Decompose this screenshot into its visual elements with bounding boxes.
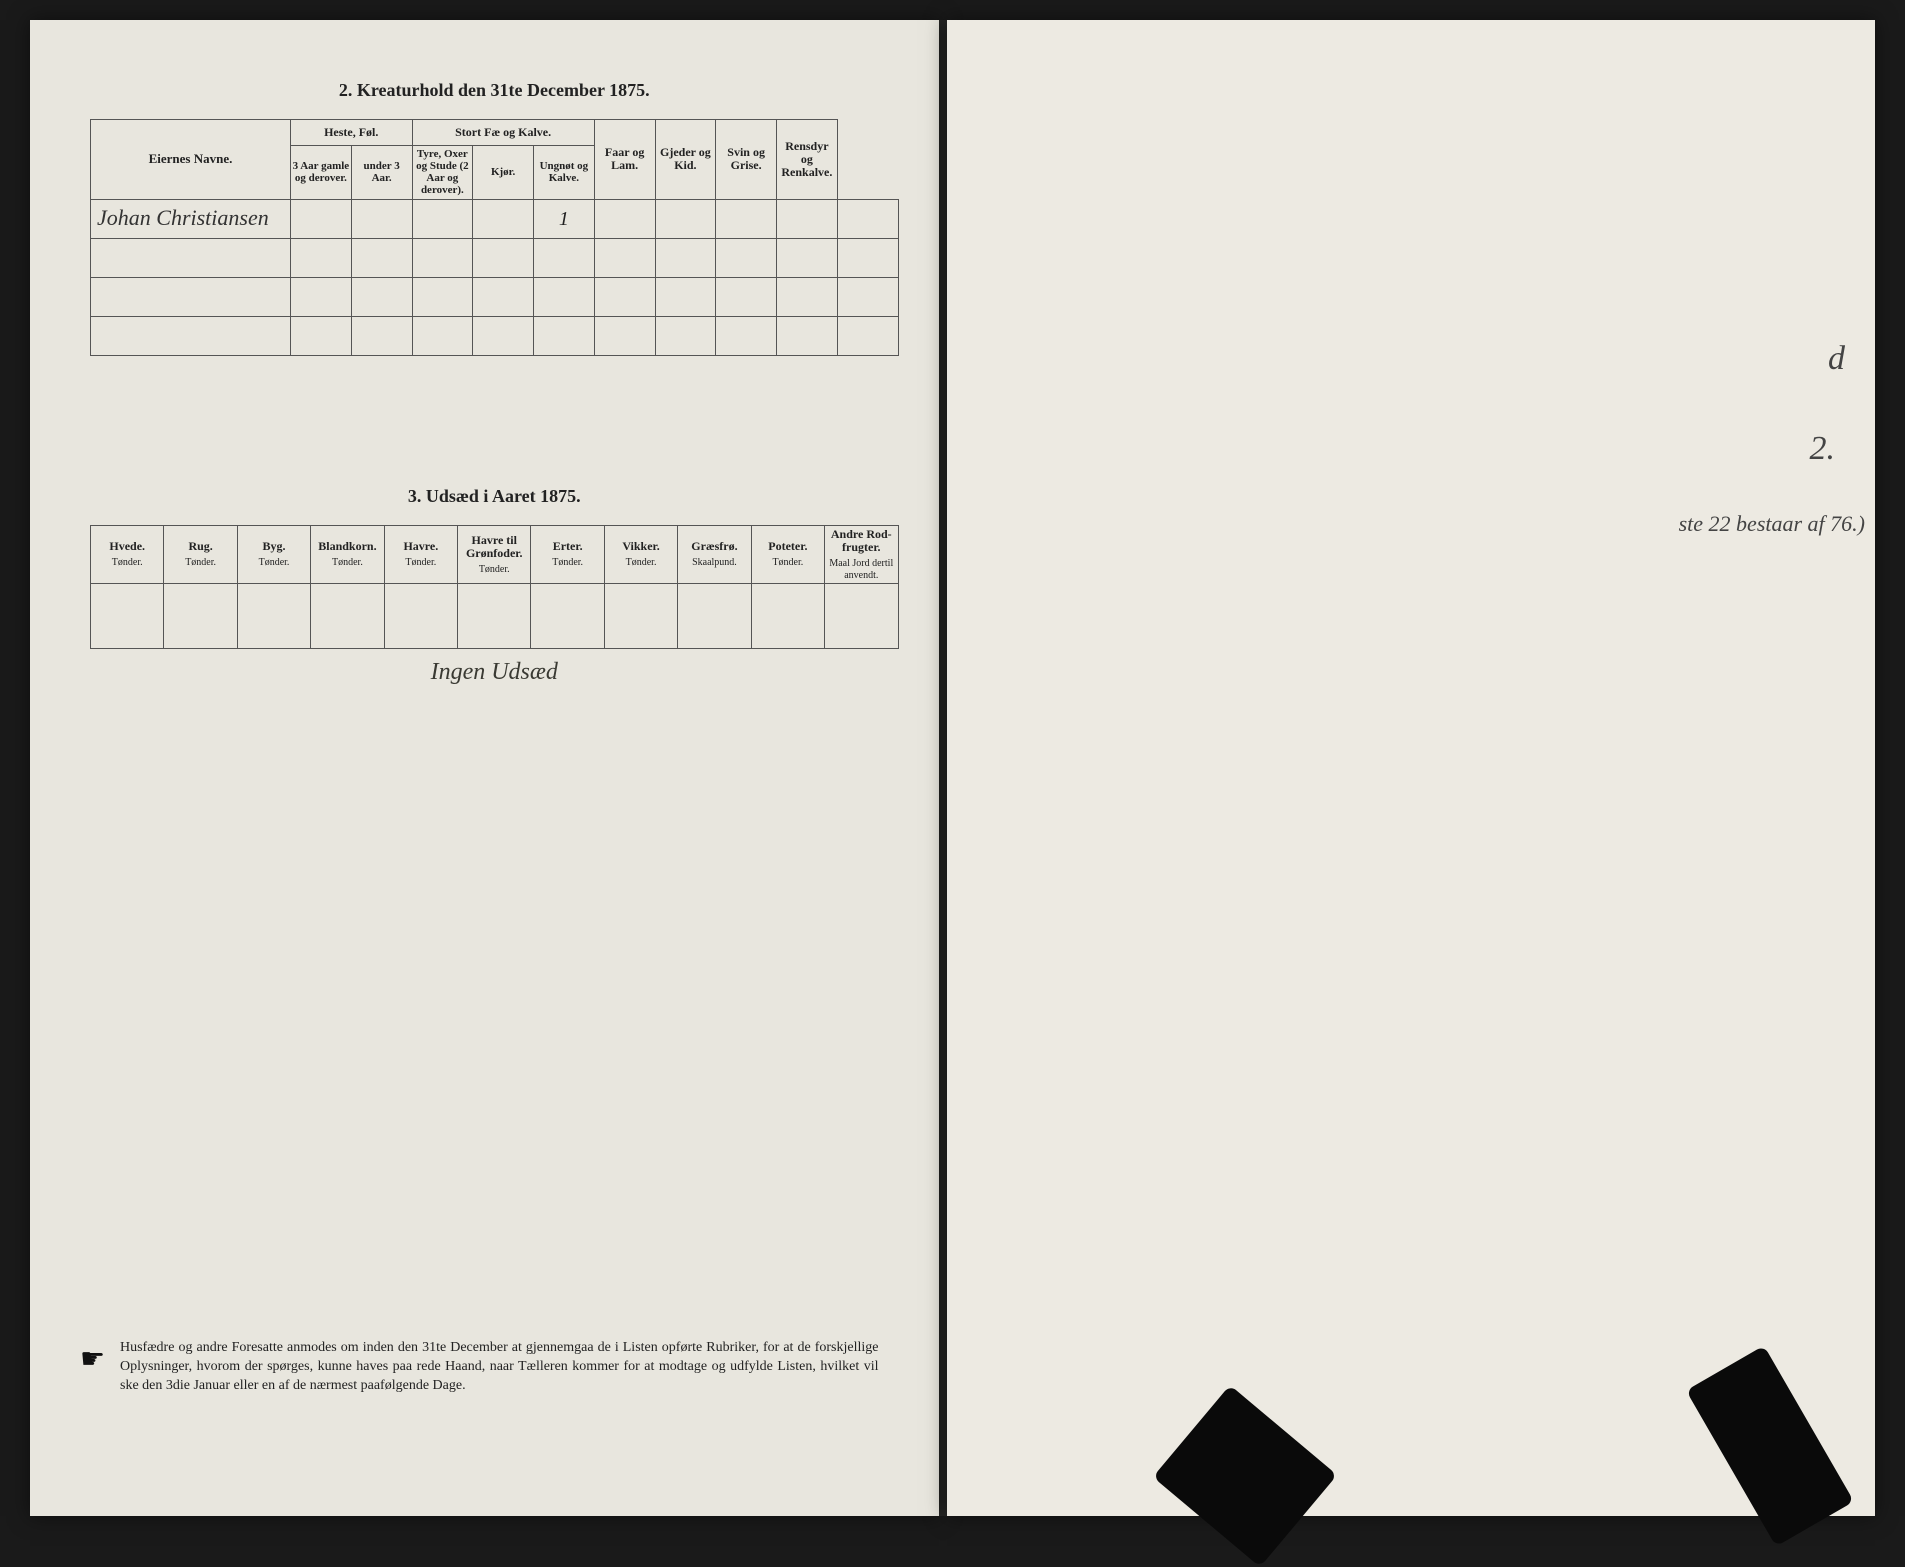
section3-title: 3. Udsæd i Aaret 1875. [90,486,899,507]
data-cell [837,277,898,316]
data-cell [777,199,838,238]
section2-title: 2. Kreaturhold den 31te December 1875. [90,80,899,101]
sowing-col-header: Græsfrø.Skaalpund. [678,525,751,584]
book-spread: 2. Kreaturhold den 31te December 1875. E… [30,20,1875,1516]
data-cell [716,316,777,355]
right-scrawl-1: d [1828,340,1845,378]
data-cell [777,277,838,316]
sowing-col-header: Hvede.Tønder. [91,525,164,584]
sowing-data-cell [751,584,824,649]
data-cell [291,316,352,355]
data-cell [777,238,838,277]
table-row [91,277,899,316]
sowing-col-header: Poteter.Tønder. [751,525,824,584]
col-owner-name: Eiernes Navne. [91,120,291,200]
data-cell [351,199,412,238]
binder-clip-left [1153,1385,1337,1567]
sub-heste-a: 3 Aar gamle og derover. [291,146,352,199]
data-cell [716,199,777,238]
data-cell [351,277,412,316]
data-cell [412,316,473,355]
data-cell [412,238,473,277]
col-group-heste: Heste, Føl. [291,120,413,146]
data-cell [473,277,534,316]
sowing-data-cell [458,584,531,649]
col-rensdyr: Rensdyr og Renkalve. [777,120,838,200]
pointing-hand-icon: ☛ [80,1341,105,1379]
sowing-col-header: Byg.Tønder. [237,525,310,584]
sowing-hand-note: Ingen Udsæd [90,659,899,686]
right-scrawl-3: ste 22 bestaar af 76.) [1679,510,1865,539]
data-cell [291,277,352,316]
col-group-stortfae: Stort Fæ og Kalve. [412,120,594,146]
col-gjeder: Gjeder og Kid. [655,120,716,200]
sowing-data-cell [311,584,384,649]
footer-instruction: ☛ Husfædre og andre Foresatte anmodes om… [120,1339,879,1396]
sub-heste-b: under 3 Aar. [351,146,412,199]
data-cell [716,238,777,277]
data-cell [594,199,655,238]
owner-name-cell [91,316,291,355]
livestock-table: Eiernes Navne. Heste, Føl. Stort Fæ og K… [90,119,899,356]
sowing-col-header: Vikker.Tønder. [604,525,677,584]
left-page: 2. Kreaturhold den 31te December 1875. E… [30,20,939,1516]
data-cell [655,238,716,277]
sowing-col-header: Rug.Tønder. [164,525,237,584]
data-cell [655,199,716,238]
data-cell [655,277,716,316]
sub-stort-a: Tyre, Oxer og Stude (2 Aar og derover). [412,146,473,199]
col-faar: Faar og Lam. [594,120,655,200]
sub-stort-b: Kjør. [473,146,534,199]
sowing-data-cell [531,584,604,649]
sowing-col-header: Havre til Grønfoder.Tønder. [458,525,531,584]
sowing-col-header: Andre Rod-frugter.Maal Jord dertil anven… [825,525,898,584]
data-cell [473,238,534,277]
data-cell [351,316,412,355]
sowing-data-cell [164,584,237,649]
owner-name-cell [91,238,291,277]
data-cell [837,238,898,277]
data-cell [534,316,595,355]
table-row [91,238,899,277]
sowing-data-cell [237,584,310,649]
data-cell [534,238,595,277]
data-cell [473,199,534,238]
data-cell [291,238,352,277]
data-cell [837,199,898,238]
data-cell [412,199,473,238]
sub-stort-c: Ungnøt og Kalve. [534,146,595,199]
data-cell [594,277,655,316]
sowing-table: Hvede.Tønder.Rug.Tønder.Byg.Tønder.Bland… [90,525,899,650]
owner-name-cell [91,277,291,316]
right-page: d 2. ste 22 bestaar af 76.) [947,20,1876,1516]
data-cell [291,199,352,238]
data-cell [594,238,655,277]
owner-name-cell: Johan Christiansen [91,199,291,238]
data-cell [534,277,595,316]
col-svin: Svin og Grise. [716,120,777,200]
data-cell [716,277,777,316]
data-cell [412,277,473,316]
sowing-col-header: Erter.Tønder. [531,525,604,584]
table-row: Johan Christiansen 1 [91,199,899,238]
data-cell: 1 [534,199,595,238]
data-cell [351,238,412,277]
table-row [91,316,899,355]
sowing-col-header: Havre.Tønder. [384,525,457,584]
sowing-data-cell [678,584,751,649]
sowing-data-cell [91,584,164,649]
binder-clip-right [1686,1346,1854,1547]
footer-text: Husfædre og andre Foresatte anmodes om i… [120,1340,879,1393]
sowing-data-cell [384,584,457,649]
data-cell [777,316,838,355]
data-cell [655,316,716,355]
sowing-data-cell [604,584,677,649]
right-scrawl-2: 2. [1810,430,1836,468]
data-cell [594,316,655,355]
sowing-col-header: Blandkorn.Tønder. [311,525,384,584]
data-cell [473,316,534,355]
sowing-data-cell [825,584,898,649]
data-cell [837,316,898,355]
